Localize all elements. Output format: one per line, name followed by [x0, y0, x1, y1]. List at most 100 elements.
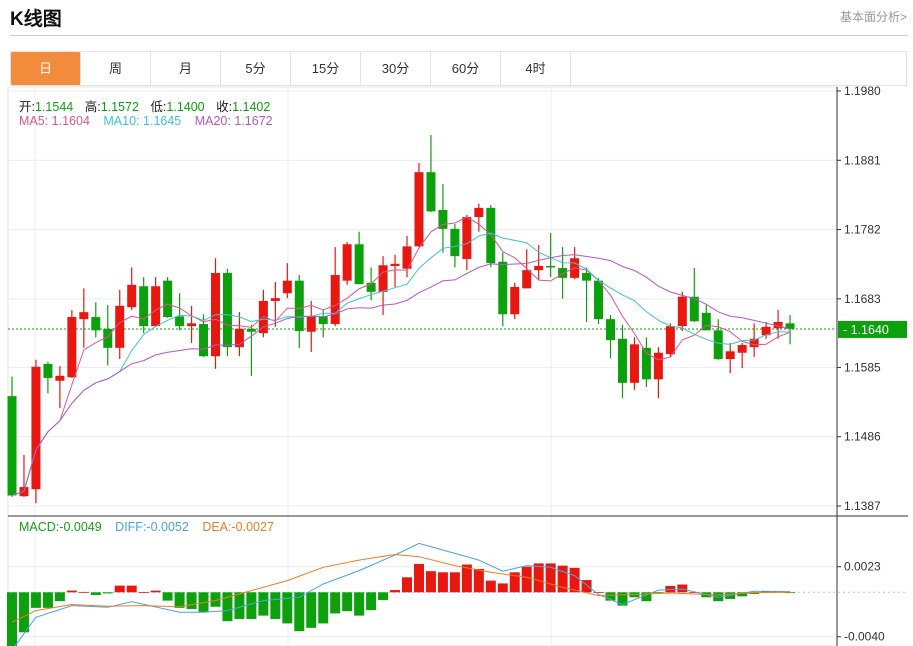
- candle-down: [7, 396, 17, 496]
- ma20-line: [11, 254, 791, 496]
- candle-up: [127, 284, 137, 308]
- candle-up: [330, 275, 340, 325]
- candle-up: [234, 328, 244, 348]
- tab-30min[interactable]: 30分: [361, 52, 431, 85]
- macd-bar: [449, 572, 460, 593]
- candle-down: [689, 296, 699, 322]
- macd-bar: [521, 566, 532, 593]
- open-value: 1.1544: [34, 100, 74, 114]
- candle-down: [354, 244, 364, 285]
- macd-bar: [342, 592, 353, 612]
- candle-up: [653, 352, 663, 380]
- candle-down: [701, 312, 711, 331]
- macd-bar: [210, 592, 221, 607]
- macd-bar: [186, 592, 197, 609]
- macd-bar: [557, 565, 568, 593]
- macd-bar: [294, 592, 305, 632]
- macd-bar: [270, 592, 281, 619]
- macd-bar: [66, 590, 77, 593]
- macd-bar: [509, 572, 520, 593]
- tab-15min[interactable]: 15分: [291, 52, 361, 85]
- diff-value: -0.0052: [146, 520, 189, 534]
- candle-down: [498, 261, 508, 315]
- ohlc-legend: 开:1.1544 高:1.1572 低:1.1400 收:1.1402: [19, 96, 278, 115]
- macd-bar: [18, 592, 29, 633]
- macd-value: -0.0049: [59, 520, 102, 534]
- candle-up: [474, 207, 484, 217]
- candle-down: [486, 207, 496, 264]
- current-price-label: - 1.1640: [843, 323, 889, 337]
- candle-up: [258, 300, 268, 334]
- y-tick-label: 1.1387: [844, 499, 881, 513]
- macd-bar: [485, 580, 496, 593]
- candle-up: [665, 326, 675, 355]
- tab-month[interactable]: 月: [151, 52, 221, 85]
- y-tick-label: 1.1585: [844, 360, 881, 374]
- candle-down: [222, 272, 232, 348]
- candle-down: [450, 228, 460, 257]
- candle-down: [558, 268, 568, 278]
- macd-bar: [605, 592, 616, 601]
- divider: [10, 35, 908, 36]
- candle-down: [366, 282, 376, 292]
- ma5-label: MA5:: [19, 114, 49, 128]
- candle-down: [606, 319, 615, 341]
- macd-bar: [402, 577, 413, 593]
- macd-bar: [150, 590, 161, 593]
- ma5-value: 1.1604: [51, 114, 90, 128]
- dea-value: -0.0027: [231, 520, 274, 534]
- macd-bar: [222, 592, 233, 622]
- macd-bar: [617, 592, 628, 606]
- candle-down: [785, 323, 795, 329]
- tab-60min[interactable]: 60分: [431, 52, 501, 85]
- tab-day[interactable]: 日: [11, 52, 81, 85]
- macd-bar: [425, 571, 436, 593]
- candle-up: [725, 351, 735, 360]
- macd-bar: [497, 583, 508, 593]
- macd-bar: [473, 568, 484, 593]
- macd-bar: [713, 592, 724, 602]
- candle-up: [761, 326, 771, 336]
- candle-up: [378, 265, 388, 292]
- macd-bar: [437, 572, 448, 593]
- candle-down: [103, 328, 113, 348]
- candle-up: [749, 338, 759, 348]
- macd-bar: [390, 590, 401, 593]
- macd-bar: [90, 592, 101, 595]
- candle-up: [187, 323, 197, 327]
- macd-bar: [78, 591, 89, 593]
- y-tick-label: 1.1782: [844, 223, 881, 237]
- y-tick-label: 1.1980: [844, 84, 881, 98]
- page-title: K线图: [10, 9, 62, 30]
- y-tick-label: 1.1486: [844, 430, 881, 444]
- candle-up: [79, 312, 89, 320]
- candle-down: [546, 265, 556, 268]
- y-tick-label: 1.1881: [844, 153, 881, 167]
- ma5-line: [11, 216, 791, 496]
- macd-bar: [545, 563, 556, 593]
- candle-up: [115, 305, 125, 348]
- candle-down: [139, 286, 149, 327]
- candle-down: [641, 347, 651, 380]
- ma10-label: MA10:: [103, 114, 140, 128]
- tab-week[interactable]: 周: [81, 52, 151, 85]
- macd-bar: [318, 592, 329, 624]
- open-label: 开:: [19, 100, 35, 114]
- candle-down: [246, 328, 256, 332]
- period-tabs: 日 周 月 5分 15分 30分 60分 4时: [10, 51, 907, 86]
- macd-bar: [593, 592, 604, 593]
- low-value: 1.1400: [166, 100, 205, 114]
- tab-4h[interactable]: 4时: [501, 52, 571, 85]
- macd-bar: [138, 592, 149, 593]
- macd-bar: [234, 592, 245, 619]
- ma-legend: MA5: 1.1604 MA10: 1.1645 MA20: 1.1672: [19, 114, 277, 128]
- tab-5min[interactable]: 5分: [221, 52, 291, 85]
- candle-up: [390, 263, 400, 266]
- macd-bar: [126, 585, 137, 593]
- fundamental-analysis-link[interactable]: 基本面分析>: [839, 10, 907, 24]
- macd-bar: [42, 592, 53, 608]
- macd-bar: [569, 567, 580, 593]
- macd-bar: [306, 592, 317, 628]
- candle-up: [534, 265, 544, 271]
